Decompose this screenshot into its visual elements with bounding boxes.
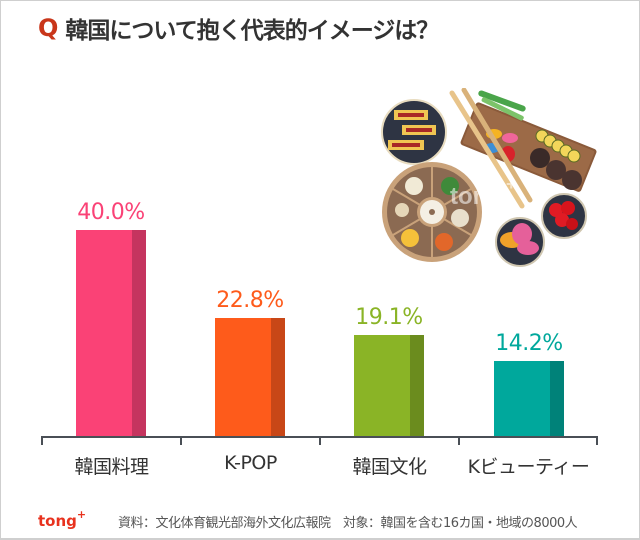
bar-front xyxy=(215,318,271,436)
bar-kpop xyxy=(215,318,285,436)
value-label-korean-food: 40.0% xyxy=(77,200,145,225)
bar-side xyxy=(550,361,564,436)
title-text: 韓国について抱く代表的イメージは？ xyxy=(65,18,439,44)
value-label-kpop: 22.8% xyxy=(216,288,284,313)
bar-korean-culture xyxy=(354,335,424,436)
logo-plus: + xyxy=(76,508,87,521)
footer: tong+ 資料：文化体育観光部海外文化広報院 対象：韓国を含む16カ国・地域の… xyxy=(0,500,640,538)
bar-front xyxy=(76,230,132,436)
x-axis-tick xyxy=(458,436,460,445)
x-axis-tick xyxy=(596,436,598,445)
bar-front xyxy=(494,361,550,436)
category-label-korean-culture: 韓国文化 xyxy=(352,456,427,478)
x-axis-tick xyxy=(41,436,43,445)
bar-korean-food xyxy=(76,230,146,436)
x-axis-tick xyxy=(180,436,182,445)
korean-food-illustration-icon: tong + xyxy=(381,88,597,267)
chart-title: Q 韓国について抱く代表的イメージは？ xyxy=(38,12,439,44)
question-mark-label: Q xyxy=(38,14,58,42)
bar-k-beauty xyxy=(494,361,564,436)
source-note: 資料：文化体育観光部海外文化広報院 対象：韓国を含む16カ国・地域の8000人 xyxy=(118,516,578,531)
x-axis-tick xyxy=(319,436,321,445)
logo-text: tong xyxy=(38,512,77,530)
svg-text:tong: tong xyxy=(450,183,502,210)
bar-side xyxy=(410,335,424,436)
bar-side xyxy=(271,318,285,436)
svg-text:+: + xyxy=(506,174,517,194)
value-label-k-beauty: 14.2% xyxy=(495,331,563,356)
category-label-kpop: K-POP xyxy=(224,452,277,474)
category-label-k-beauty: Kビューティー xyxy=(467,456,590,478)
bar-side xyxy=(132,230,146,436)
category-label-korean-food: 韓国料理 xyxy=(74,456,149,478)
tong-logo: tong+ xyxy=(38,508,87,530)
value-label-korean-culture: 19.1% xyxy=(355,305,423,330)
bar-front xyxy=(354,335,410,436)
